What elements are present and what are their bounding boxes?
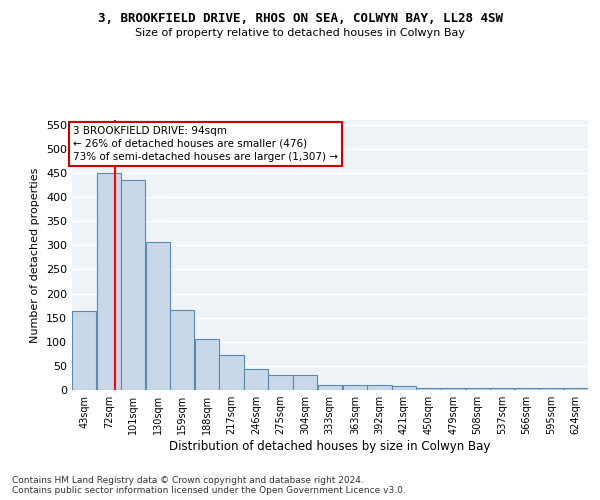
X-axis label: Distribution of detached houses by size in Colwyn Bay: Distribution of detached houses by size … bbox=[169, 440, 491, 453]
Bar bbox=[170, 310, 194, 390]
Bar bbox=[220, 355, 244, 390]
Bar bbox=[244, 369, 268, 390]
Bar bbox=[515, 388, 539, 390]
Bar bbox=[317, 385, 341, 390]
Text: Size of property relative to detached houses in Colwyn Bay: Size of property relative to detached ho… bbox=[135, 28, 465, 38]
Bar bbox=[466, 388, 490, 390]
Y-axis label: Number of detached properties: Number of detached properties bbox=[31, 168, 40, 342]
Bar bbox=[392, 386, 416, 390]
Bar bbox=[416, 388, 440, 390]
Bar bbox=[563, 388, 588, 390]
Bar bbox=[441, 388, 465, 390]
Bar bbox=[97, 173, 121, 390]
Text: Contains HM Land Registry data © Crown copyright and database right 2024.
Contai: Contains HM Land Registry data © Crown c… bbox=[12, 476, 406, 495]
Bar bbox=[343, 385, 367, 390]
Bar bbox=[367, 385, 392, 390]
Bar bbox=[490, 388, 514, 390]
Bar bbox=[293, 374, 317, 390]
Bar bbox=[146, 242, 170, 390]
Bar bbox=[268, 374, 293, 390]
Text: 3 BROOKFIELD DRIVE: 94sqm
← 26% of detached houses are smaller (476)
73% of semi: 3 BROOKFIELD DRIVE: 94sqm ← 26% of detac… bbox=[73, 126, 338, 162]
Bar bbox=[121, 180, 145, 390]
Bar bbox=[539, 388, 563, 390]
Text: 3, BROOKFIELD DRIVE, RHOS ON SEA, COLWYN BAY, LL28 4SW: 3, BROOKFIELD DRIVE, RHOS ON SEA, COLWYN… bbox=[97, 12, 503, 26]
Bar bbox=[195, 340, 219, 390]
Bar bbox=[72, 312, 97, 390]
